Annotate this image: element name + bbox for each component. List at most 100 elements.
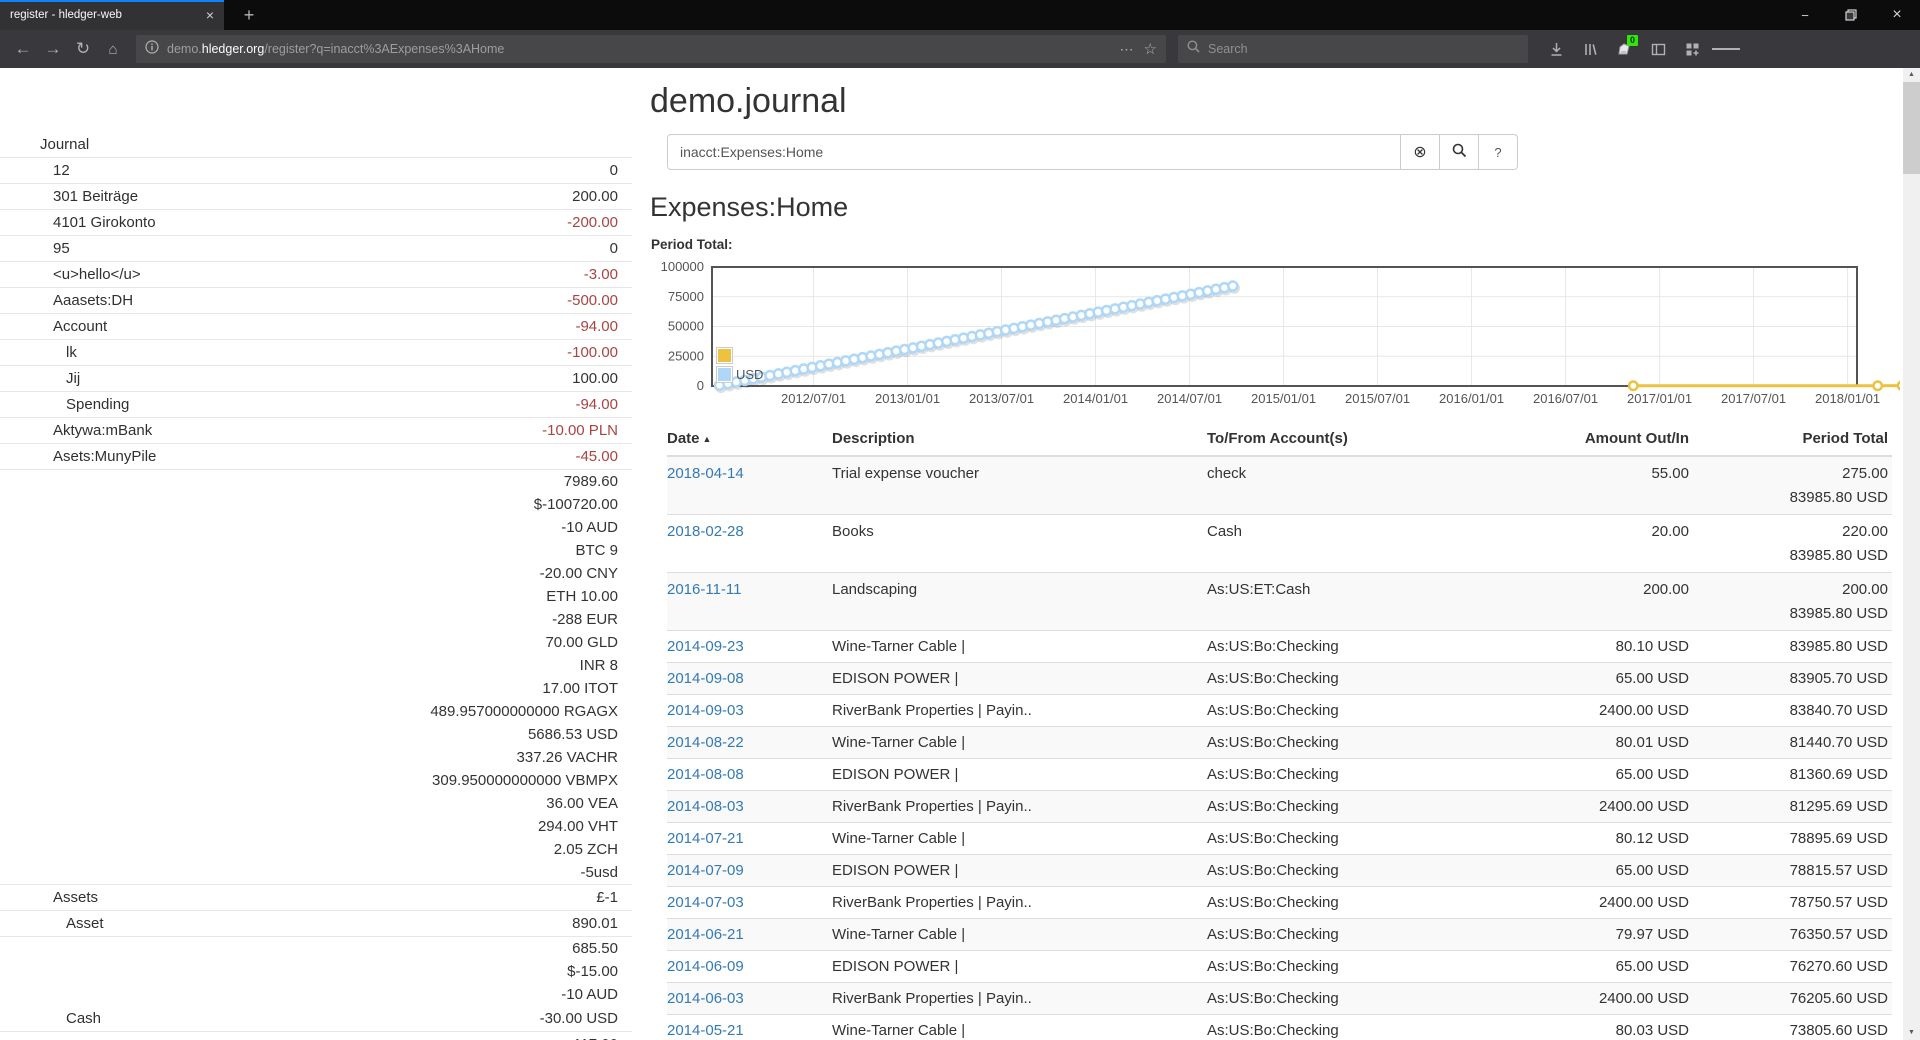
sidebar-account-row: Aktywa:mBank -10.00 PLN bbox=[0, 418, 632, 444]
account-link[interactable]: Aktywa:mBank bbox=[53, 422, 153, 439]
transaction-row[interactable]: 2014-06-09 EDISON POWER | As:US:Bo:Checkin… bbox=[667, 950, 1892, 983]
url-text[interactable]: demo.hledger.org/register?q=inacct%3AExp… bbox=[167, 42, 505, 56]
period-total-chart[interactable]: 0 25000 50000 75000 100000 2012/07/01 2013/01/… bbox=[650, 256, 1908, 408]
account-balance: 100.00 bbox=[572, 370, 618, 387]
reload-icon[interactable]: ↻ bbox=[75, 39, 91, 58]
close-window-icon[interactable]: × bbox=[1892, 6, 1902, 23]
main-content: demo.journal ⊗ ? Expenses:Home Period To… bbox=[650, 68, 1908, 1040]
transaction-date-link[interactable]: 2014-07-21 bbox=[667, 830, 744, 847]
transaction-date-link[interactable]: 2018-04-14 bbox=[667, 465, 744, 482]
sidebars-icon[interactable] bbox=[1644, 35, 1672, 63]
clear-query-button[interactable]: ⊗ bbox=[1401, 134, 1440, 170]
restore-icon[interactable] bbox=[1828, 0, 1874, 30]
account-link[interactable]: 12 bbox=[53, 162, 70, 179]
transaction-row[interactable]: 2014-09-08 EDISON POWER | As:US:Bo:Checkin… bbox=[667, 662, 1892, 695]
transaction-row[interactable]: 2014-08-22 Wine-Tarner Cable | As:US:Bo:Ch… bbox=[667, 726, 1892, 759]
column-header-to-from-account-s-[interactable]: To/From Account(s) bbox=[1207, 422, 1459, 457]
period-total: 78815.57 USD bbox=[1689, 854, 1892, 887]
query-input[interactable] bbox=[667, 134, 1401, 170]
transaction-row[interactable]: 2014-05-21 Wine-Tarner Cable | As:US:Bo:Ch… bbox=[667, 1014, 1892, 1040]
transaction-account: As:US:Bo:Checking bbox=[1207, 790, 1459, 823]
transaction-date-link[interactable]: 2014-08-03 bbox=[667, 798, 744, 815]
transaction-date-link[interactable]: 2014-09-03 bbox=[667, 702, 744, 719]
account-link[interactable]: Account bbox=[53, 318, 108, 335]
column-header-period-total[interactable]: Period Total bbox=[1689, 422, 1892, 457]
account-balance: -100.00 bbox=[567, 344, 618, 361]
transaction-row[interactable]: 2018-04-14 Trial expense voucher check 55.0… bbox=[667, 455, 1892, 515]
transaction-date-link[interactable]: 2014-06-09 bbox=[667, 958, 744, 975]
help-button[interactable]: ? bbox=[1479, 134, 1518, 170]
new-tab-button[interactable]: + bbox=[243, 4, 255, 25]
transaction-row[interactable]: 2014-09-03 RiverBank Properties | Payin..… bbox=[667, 694, 1892, 727]
transaction-date-link[interactable]: 2014-06-03 bbox=[667, 990, 744, 1007]
account-link[interactable]: 4101 Girokonto bbox=[53, 214, 156, 231]
transaction-date-link[interactable]: 2014-08-22 bbox=[667, 734, 744, 751]
column-header-date[interactable]: Date ▲ bbox=[667, 422, 832, 457]
grid-shortcuts-icon[interactable] bbox=[1678, 35, 1706, 63]
browser-tab-active[interactable]: register - hledger-web × bbox=[0, 0, 224, 30]
scrollbar-thumb[interactable] bbox=[1903, 82, 1920, 174]
forward-icon[interactable]: → bbox=[44, 39, 62, 58]
transaction-row[interactable]: 2014-07-09 EDISON POWER | As:US:Bo:Checkin… bbox=[667, 854, 1892, 887]
back-icon[interactable]: ← bbox=[14, 39, 32, 58]
account-link[interactable]: Asets:MunyPile bbox=[53, 448, 157, 465]
minimize-icon[interactable]: − bbox=[1801, 7, 1809, 23]
scroll-down-icon[interactable]: ▼ bbox=[1908, 1029, 1915, 1036]
transaction-date-link[interactable]: 2014-06-21 bbox=[667, 926, 744, 943]
transaction-date-link[interactable]: 2014-09-08 bbox=[667, 670, 744, 687]
submit-search-button[interactable] bbox=[1440, 134, 1479, 170]
page-actions-icon[interactable]: ⋯ bbox=[1119, 40, 1134, 57]
transaction-row[interactable]: 2018-02-28 Books Cash 20.00 220.00 83985.80 U… bbox=[667, 514, 1892, 573]
transaction-row[interactable]: 2014-07-21 Wine-Tarner Cable | As:US:Bo:Ch… bbox=[667, 822, 1892, 855]
account-link[interactable]: 301 Beiträge bbox=[53, 188, 139, 205]
search-icon bbox=[1187, 40, 1200, 58]
transaction-date-link[interactable]: 2014-05-21 bbox=[667, 1022, 744, 1039]
account-link[interactable]: Assets bbox=[53, 889, 99, 906]
transaction-amount: 80.01 USD bbox=[1459, 726, 1689, 759]
downloads-icon[interactable] bbox=[1542, 35, 1570, 63]
account-link[interactable]: Journal bbox=[40, 136, 90, 153]
account-link[interactable]: Aaasets:DH bbox=[53, 292, 134, 309]
account-link[interactable]: Spending bbox=[66, 396, 130, 413]
account-link[interactable]: Cash bbox=[66, 1010, 102, 1027]
transaction-row[interactable]: 2014-08-03 RiverBank Properties | Payin..… bbox=[667, 790, 1892, 823]
transaction-row[interactable]: 2014-08-08 EDISON POWER | As:US:Bo:Checkin… bbox=[667, 758, 1892, 791]
library-icon[interactable] bbox=[1576, 35, 1604, 63]
scroll-up-icon[interactable]: ▲ bbox=[1908, 71, 1915, 78]
transaction-date-link[interactable]: 2014-09-23 bbox=[667, 638, 744, 655]
column-header-description[interactable]: Description bbox=[832, 422, 1207, 457]
extension-icon[interactable]: 0 bbox=[1610, 35, 1638, 63]
menu-icon[interactable] bbox=[1712, 35, 1740, 63]
period-total: 73805.60 USD bbox=[1689, 1014, 1892, 1040]
transaction-date-link[interactable]: 2014-07-09 bbox=[667, 862, 744, 879]
transaction-date-link[interactable]: 2014-08-08 bbox=[667, 766, 744, 783]
transaction-row[interactable]: 2014-09-23 Wine-Tarner Cable | As:US:Bo:Ch… bbox=[667, 630, 1892, 663]
column-header-amount-out-in[interactable]: Amount Out/In bbox=[1459, 422, 1689, 457]
transaction-date-link[interactable]: 2016-11-11 bbox=[667, 581, 742, 598]
page-scrollbar[interactable]: ▲ ▼ bbox=[1903, 68, 1920, 1040]
transaction-row[interactable]: 2014-07-03 RiverBank Properties | Payin..… bbox=[667, 886, 1892, 919]
sidebar-account-row: Spending -94.00 bbox=[0, 392, 632, 418]
url-bar[interactable]: demo.hledger.org/register?q=inacct%3AExp… bbox=[136, 35, 1166, 63]
bookmark-star-icon[interactable]: ☆ bbox=[1143, 41, 1157, 58]
account-link[interactable]: 95 bbox=[53, 240, 70, 257]
account-link[interactable]: Jij bbox=[66, 370, 81, 387]
transaction-row[interactable]: 2014-06-03 RiverBank Properties | Payin..… bbox=[667, 982, 1892, 1015]
browser-search-box[interactable]: Search bbox=[1178, 35, 1528, 63]
transaction-account: As:US:Bo:Checking bbox=[1207, 950, 1459, 983]
transaction-account: As:US:Bo:Checking bbox=[1207, 886, 1459, 919]
svg-text:2014/01/01: 2014/01/01 bbox=[1063, 391, 1128, 406]
transaction-row[interactable]: 2016-11-11 Landscaping As:US:ET:Cash 200.00… bbox=[667, 572, 1892, 631]
account-link[interactable]: Asset bbox=[66, 915, 104, 932]
home-icon[interactable]: ⌂ bbox=[108, 40, 118, 58]
transaction-row[interactable]: 2014-06-21 Wine-Tarner Cable | As:US:Bo:Ch… bbox=[667, 918, 1892, 951]
transaction-amount: 80.03 USD bbox=[1459, 1014, 1689, 1040]
sidebar-account-row: Asset 890.01 bbox=[0, 911, 632, 937]
account-link[interactable]: lk bbox=[66, 344, 77, 361]
account-link[interactable]: <u>hello</u> bbox=[53, 266, 141, 283]
tab-close-icon[interactable]: × bbox=[205, 7, 214, 23]
transaction-description: Wine-Tarner Cable | bbox=[832, 822, 1207, 855]
transaction-date-link[interactable]: 2014-07-03 bbox=[667, 894, 744, 911]
site-info-icon[interactable] bbox=[145, 39, 159, 59]
transaction-date-link[interactable]: 2018-02-28 bbox=[667, 523, 744, 540]
